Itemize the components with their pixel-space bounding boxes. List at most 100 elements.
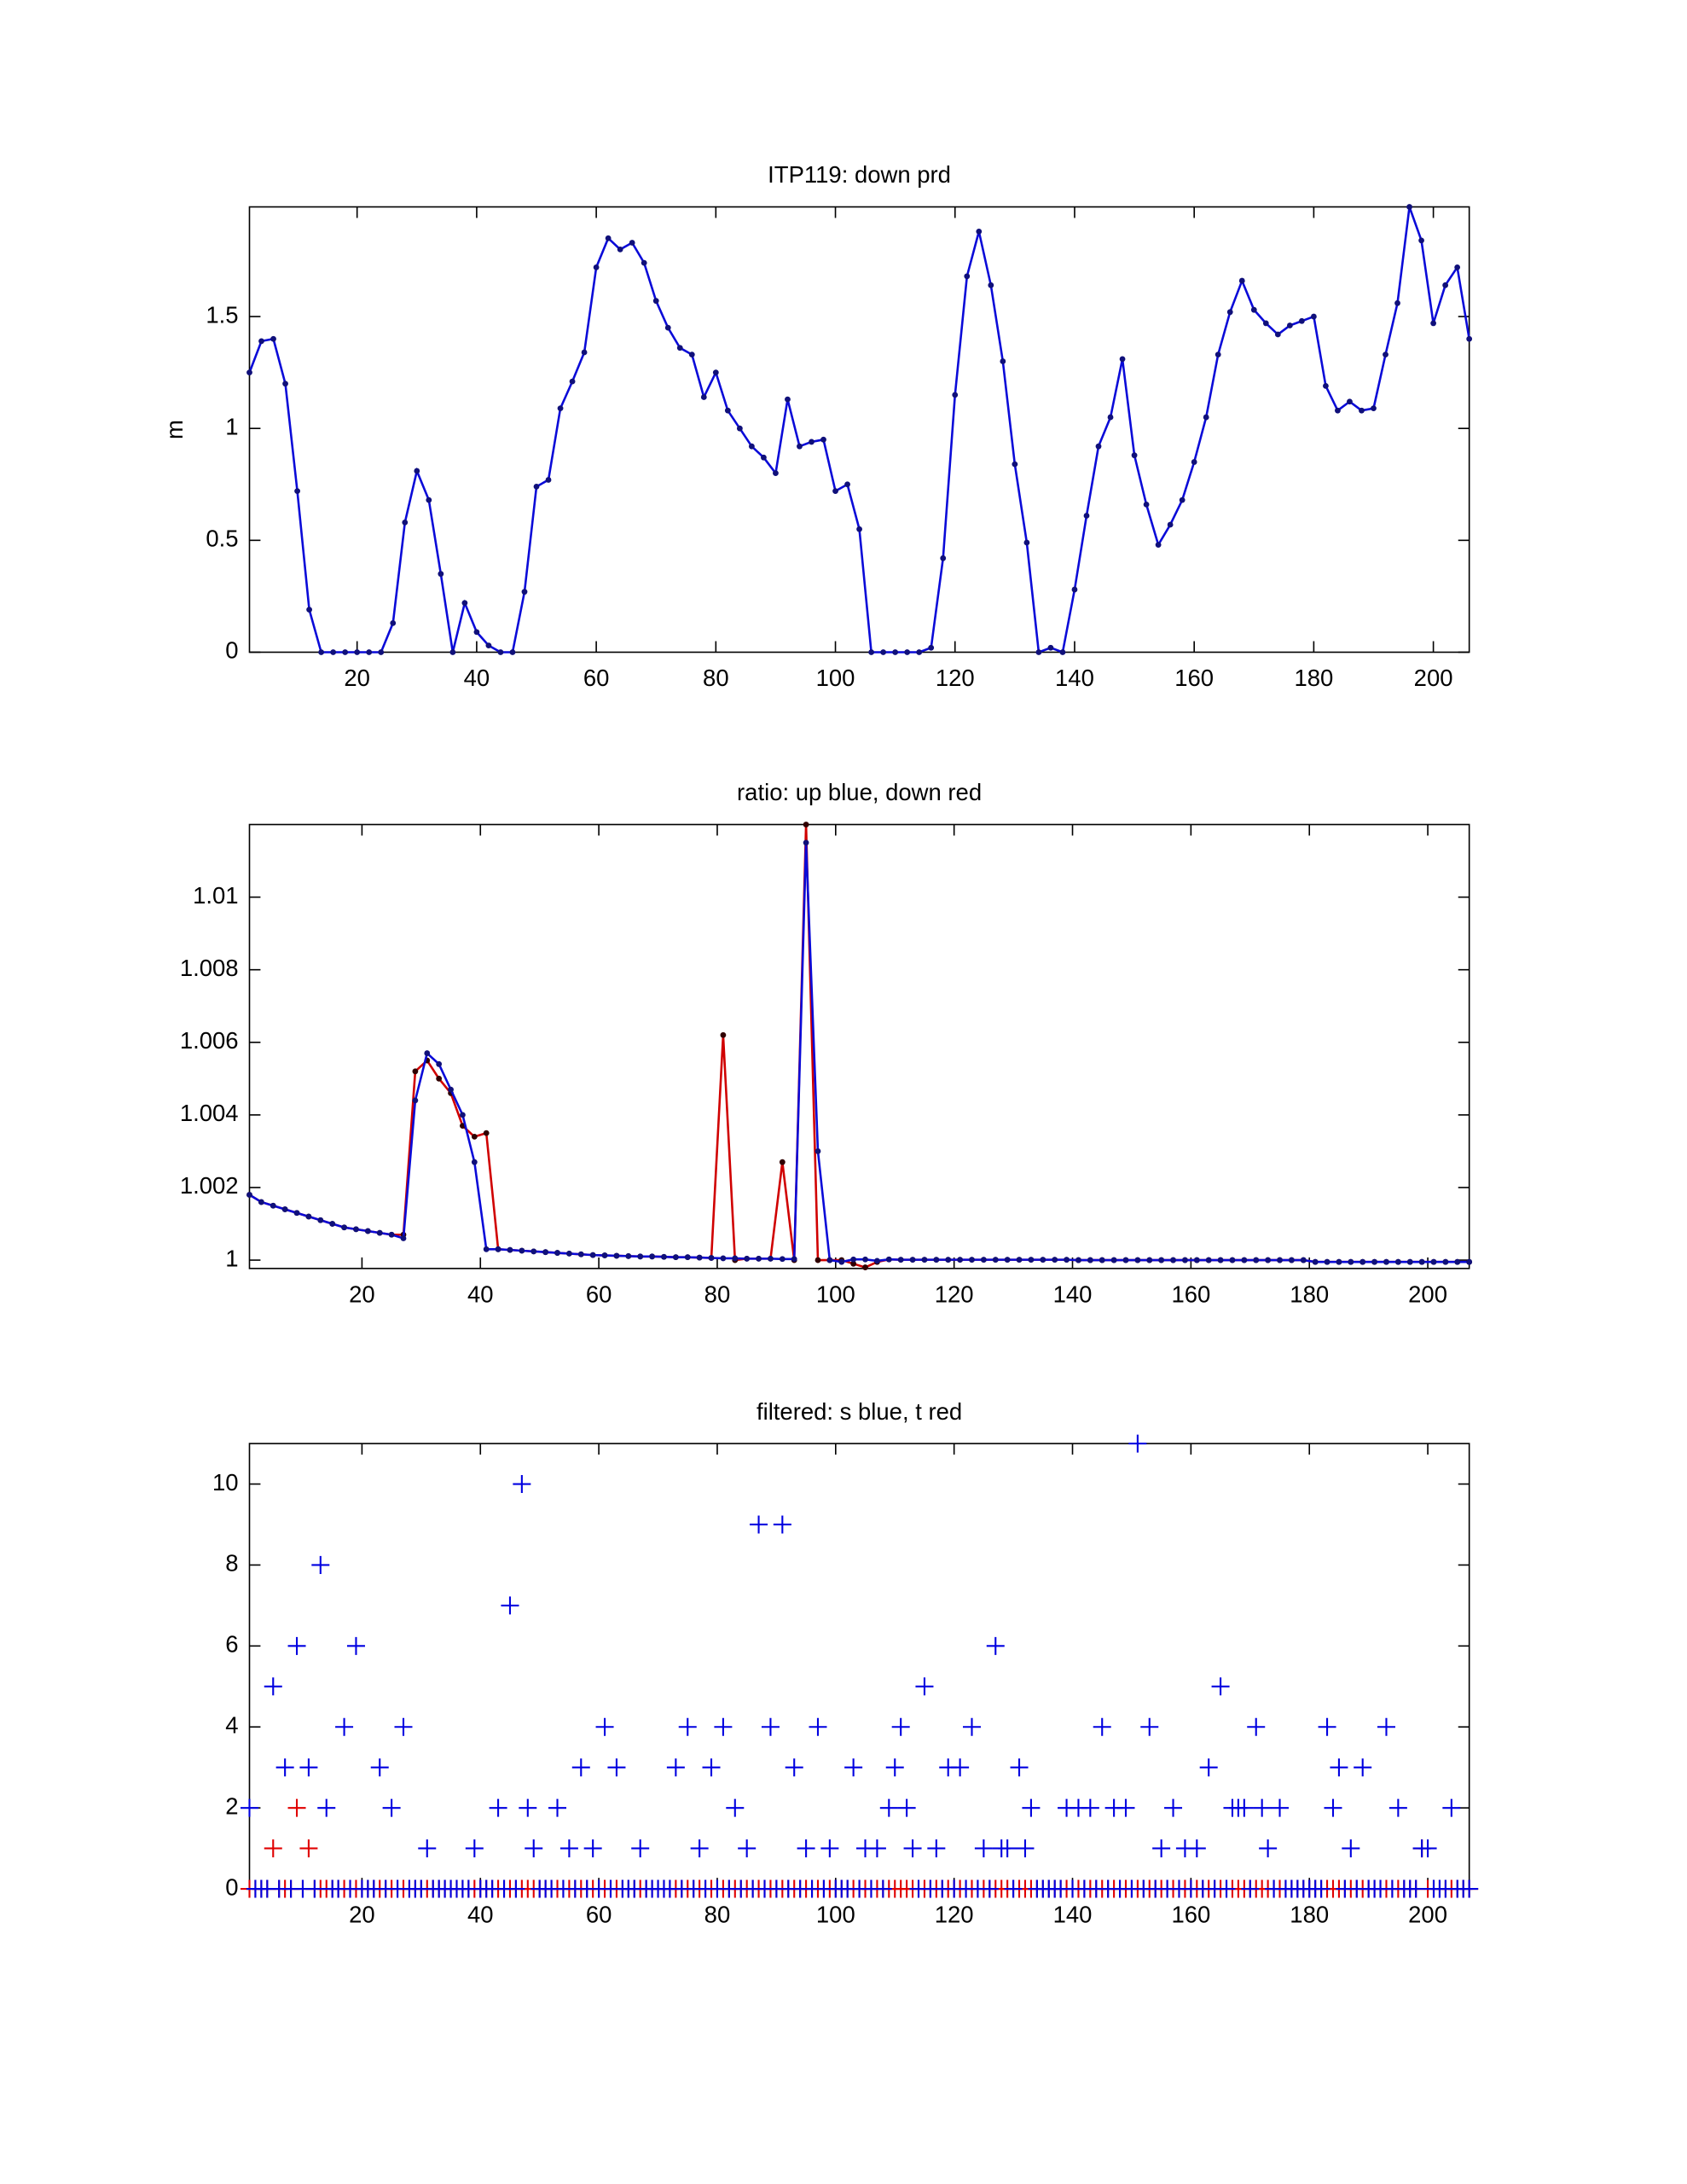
point	[1286, 322, 1293, 328]
point	[1418, 1258, 1425, 1265]
y-tick-label: 4	[225, 1711, 238, 1738]
plus-marker	[951, 1758, 970, 1777]
x-tick-label: 100	[816, 1281, 855, 1307]
point	[838, 1258, 845, 1265]
point	[1205, 1257, 1212, 1263]
point	[803, 839, 809, 846]
point	[756, 1255, 762, 1262]
point	[1324, 1258, 1330, 1265]
x-tick-label: 120	[935, 1281, 974, 1307]
x-tick-label: 140	[1053, 1902, 1093, 1928]
x-tick-label: 40	[464, 665, 490, 691]
point	[318, 649, 325, 655]
point	[281, 1206, 288, 1212]
plus-marker	[1324, 1798, 1342, 1817]
point	[1203, 414, 1209, 421]
point	[773, 470, 779, 477]
point	[1250, 306, 1257, 313]
point	[1028, 1257, 1035, 1263]
chart-title: ratio: up blue, down red	[737, 779, 982, 805]
point	[933, 1257, 940, 1263]
point	[1300, 1257, 1307, 1263]
point	[471, 1134, 478, 1140]
point	[424, 1050, 431, 1056]
point	[1310, 313, 1317, 320]
point	[294, 488, 300, 495]
plus-marker	[785, 1758, 803, 1777]
plus-marker	[1271, 1798, 1290, 1817]
point	[258, 1199, 264, 1205]
plus-marker	[264, 1677, 282, 1696]
plus-marker	[873, 1879, 892, 1898]
plus-marker	[820, 1839, 839, 1858]
point	[485, 642, 492, 649]
point	[1347, 398, 1353, 405]
plus-marker	[346, 1636, 365, 1655]
point	[712, 369, 719, 376]
point	[1107, 414, 1114, 421]
y-tick-label: 1.004	[180, 1100, 239, 1126]
point	[1083, 513, 1090, 519]
point	[1359, 1258, 1366, 1265]
plus-marker	[489, 1798, 507, 1817]
x-tick-label: 180	[1294, 665, 1333, 691]
plus-marker	[1253, 1798, 1272, 1817]
point	[916, 649, 923, 655]
point	[641, 259, 647, 266]
x-tick-label: 180	[1290, 1902, 1329, 1928]
plus-marker	[1164, 1798, 1183, 1817]
point	[1430, 1258, 1437, 1265]
point	[1059, 649, 1066, 655]
point	[376, 1229, 383, 1236]
point	[826, 1257, 833, 1263]
plus-marker	[1354, 1758, 1372, 1777]
point	[1071, 586, 1078, 593]
plus-marker	[631, 1839, 650, 1858]
plus-marker	[1152, 1839, 1171, 1858]
plus-marker	[1010, 1758, 1029, 1777]
plus-marker	[891, 1717, 910, 1736]
point	[672, 1254, 679, 1261]
point	[1442, 1258, 1449, 1265]
point	[1182, 1257, 1188, 1263]
point	[988, 282, 994, 288]
point	[1064, 1257, 1070, 1263]
point	[1179, 497, 1186, 503]
x-tick-label: 160	[1171, 1902, 1210, 1928]
point	[341, 1224, 347, 1231]
point	[637, 1253, 644, 1260]
plus-marker	[1093, 1717, 1111, 1736]
x-tick-label: 100	[816, 665, 855, 691]
point	[1087, 1257, 1093, 1263]
plus-marker	[513, 1475, 531, 1494]
point	[1430, 320, 1436, 327]
x-tick-label: 60	[586, 1281, 612, 1307]
plus-marker	[1318, 1717, 1336, 1736]
point	[850, 1256, 857, 1263]
point	[1288, 1257, 1295, 1263]
point	[402, 519, 409, 526]
point	[438, 571, 444, 578]
plus-marker	[507, 1879, 525, 1898]
chart-title: filtered: s blue, t red	[757, 1398, 962, 1425]
y-tick-label: 0	[225, 1873, 238, 1900]
plus-marker	[915, 1677, 934, 1696]
point	[1119, 356, 1126, 363]
point	[1155, 542, 1162, 548]
point	[342, 649, 349, 655]
point	[1146, 1257, 1153, 1263]
x-tick-label: 200	[1408, 1902, 1447, 1928]
point	[748, 443, 755, 450]
point	[589, 1252, 596, 1258]
plus-marker	[519, 1798, 537, 1817]
plus-marker	[607, 1758, 626, 1777]
y-tick-label: 1.01	[193, 882, 238, 909]
y-tick-label: 2	[225, 1792, 238, 1819]
point	[1193, 1257, 1200, 1263]
point	[744, 1255, 751, 1262]
plus-marker	[1259, 1839, 1278, 1858]
point	[976, 228, 983, 235]
point	[400, 1235, 407, 1241]
x-tick-label: 180	[1290, 1281, 1329, 1307]
point	[797, 443, 803, 450]
